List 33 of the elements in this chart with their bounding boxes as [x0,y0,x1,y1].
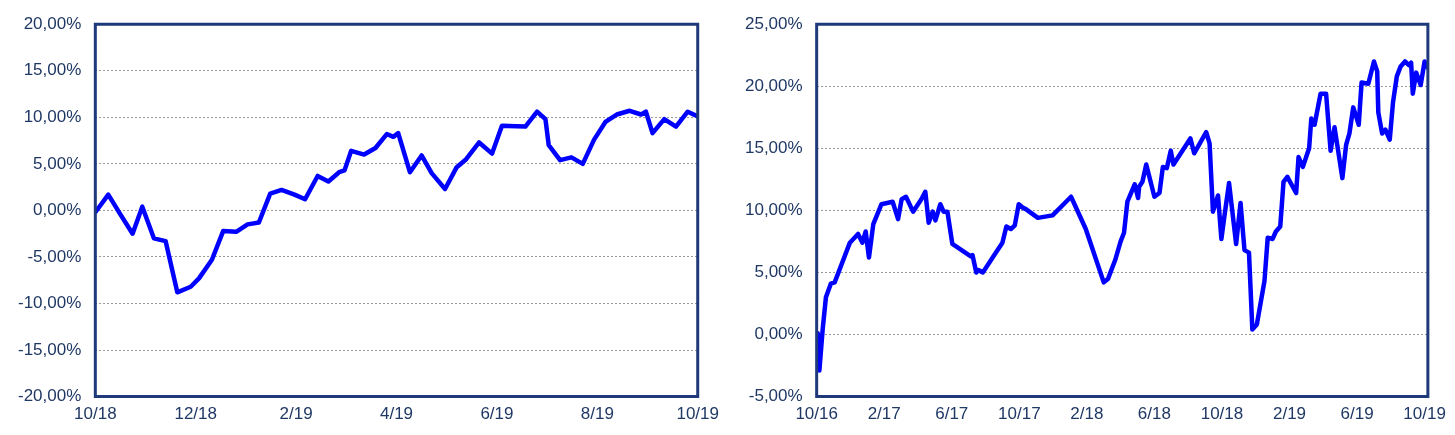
y-tick-label: -10,00% [17,293,82,313]
x-tick-label: 6/18 [1137,404,1171,424]
y-tick-label: -15,00% [17,339,82,359]
y-tick-label: 0,00% [33,200,82,220]
y-tick-label: 15,00% [744,138,803,158]
x-tick-label: 10/16 [795,404,838,424]
y-tick-label: 25,00% [744,13,803,33]
x-tick-label: 10/18 [74,404,117,424]
y-tick-label: 15,00% [23,60,82,80]
x-tick-label: 2/19 [279,404,313,424]
y-tick-label: 10,00% [23,106,82,126]
x-tick-label: 8/19 [580,404,614,424]
y-tick-label: 20,00% [23,13,82,33]
x-tick-label: 6/19 [1340,404,1374,424]
y-tick-label: 0,00% [754,324,803,344]
y-tick-label: 10,00% [744,200,803,220]
y-tick-label: -20,00% [17,386,82,406]
y-tick-label: -5,00% [27,246,82,266]
x-tick-label: 10/17 [998,404,1041,424]
x-tick-label: 12/18 [174,404,217,424]
x-tick-label: 4/19 [379,404,414,424]
x-tick-label: 6/17 [935,404,969,424]
y-tick-label: 5,00% [33,153,82,173]
y-tick-label: -5,00% [748,386,803,406]
x-tick-label: 2/17 [867,404,901,424]
x-tick-label: 10/19 [676,404,719,424]
x-tick-label: 2/18 [1070,404,1104,424]
x-tick-label: 2/19 [1272,404,1307,424]
x-tick-label: 10/18 [1200,404,1244,424]
y-tick-label: 5,00% [754,262,803,282]
x-tick-label: 10/19 [1403,404,1446,424]
x-tick-label: 6/19 [480,404,514,424]
y-tick-label: 20,00% [744,75,803,95]
